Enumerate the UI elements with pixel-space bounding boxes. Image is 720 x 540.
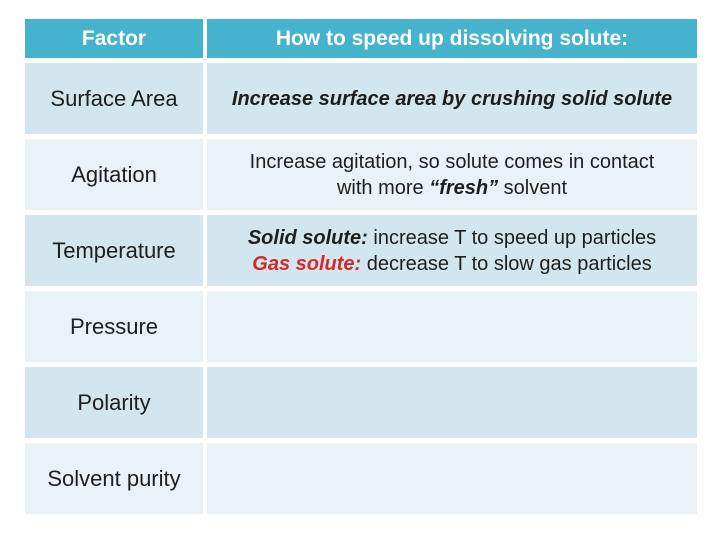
text-segment: solvent xyxy=(498,176,568,199)
header-cell-how-to-speed-up: How to speed up dissolving solute: xyxy=(207,19,697,58)
text-segment: decrease T to slow gas particles xyxy=(361,252,652,275)
factor-cell-agitation: Agitation xyxy=(25,139,203,210)
how-cell-agitation: Increase agitation, so solute comes in c… xyxy=(207,139,697,210)
factor-cell-surface-area: Surface Area xyxy=(25,63,203,134)
text-segment: Gas solute: xyxy=(252,252,362,275)
text-segment: Increase agitation, so solute comes in c… xyxy=(249,150,655,173)
text-line: Gas solute: decrease T to slow gas parti… xyxy=(252,251,651,277)
how-cell-solvent-purity xyxy=(207,443,697,514)
factors-table: Factor How to speed up dissolving solute… xyxy=(25,19,697,514)
header-cell-factor: Factor xyxy=(25,19,203,58)
text-line: Solid solute: increase T to speed up par… xyxy=(248,225,656,251)
text-segment: increase T to speed up particles xyxy=(367,226,657,249)
how-cell-pressure xyxy=(207,291,697,362)
text-segment: Increase surface area by crushing solid … xyxy=(231,87,673,110)
how-cell-temperature: Solid solute: increase T to speed up par… xyxy=(207,215,697,286)
text-line: Increase agitation, so solute comes in c… xyxy=(250,149,655,175)
text-segment: with more xyxy=(336,176,430,199)
text-segment: “fresh” xyxy=(429,176,499,199)
how-cell-surface-area: Increase surface area by crushing solid … xyxy=(207,63,697,134)
factor-cell-polarity: Polarity xyxy=(25,367,203,438)
how-cell-polarity xyxy=(207,367,697,438)
text-line: Increase surface area by crushing solid … xyxy=(232,86,672,112)
factor-cell-solvent-purity: Solvent purity xyxy=(25,443,203,514)
factor-cell-temperature: Temperature xyxy=(25,215,203,286)
text-line: with more “fresh” solvent xyxy=(337,175,567,201)
text-segment: Solid solute: xyxy=(247,226,368,249)
factor-cell-pressure: Pressure xyxy=(25,291,203,362)
